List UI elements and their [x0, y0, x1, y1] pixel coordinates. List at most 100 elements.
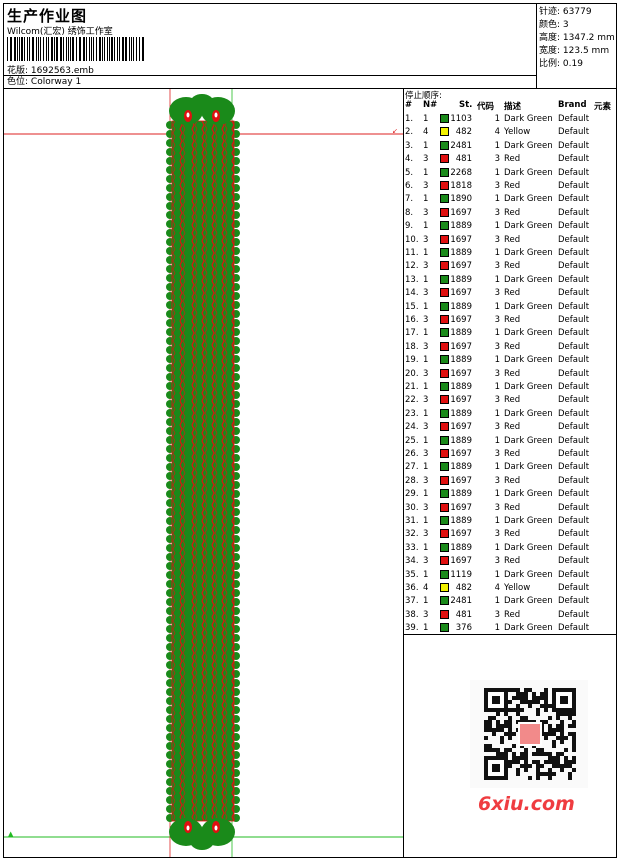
- row-description: Red: [504, 502, 521, 513]
- color-swatch: [440, 449, 449, 458]
- row-description: Red: [504, 207, 521, 218]
- table-row: 18. 3 1697 3 Red Default: [404, 341, 616, 354]
- row-needle: 1: [423, 301, 429, 312]
- row-stitches: 1697: [450, 529, 472, 540]
- row-brand: Default: [558, 154, 590, 165]
- row-code: 1: [494, 221, 500, 232]
- row-index: 14.: [405, 288, 419, 299]
- row-description: Dark Green: [504, 114, 553, 124]
- row-needle: 1: [423, 542, 429, 553]
- row-brand: Default: [558, 167, 590, 178]
- row-description: Dark Green: [504, 489, 553, 500]
- row-needle: 3: [423, 449, 429, 459]
- production-worksheet: 生产作业图 Wilcom(汇宏) 绣饰工作室 花版: 1692563.emb 色…: [3, 3, 617, 858]
- table-row: 30. 3 1697 3 Red Default: [404, 502, 616, 515]
- row-description: Red: [504, 475, 521, 486]
- table-row: 2. 4 482 4 Yellow Default: [404, 126, 616, 139]
- color-swatch: [440, 368, 449, 378]
- row-brand: Default: [558, 194, 590, 205]
- row-description: Red: [504, 315, 521, 325]
- row-code: 3: [494, 475, 500, 486]
- color-swatch: [440, 382, 449, 391]
- row-description: Red: [504, 261, 521, 272]
- row-index: 21.: [405, 382, 419, 392]
- color-swatch: [440, 274, 449, 284]
- row-index: 36.: [405, 583, 419, 593]
- color-swatch: [440, 475, 449, 485]
- row-stitches: 1889: [450, 301, 472, 312]
- row-code: 1: [494, 542, 500, 553]
- row-index: 6.: [405, 181, 414, 191]
- row-code: 1: [494, 140, 500, 151]
- row-needle: 3: [423, 556, 429, 567]
- row-brand: Default: [558, 583, 590, 593]
- row-index: 37.: [405, 596, 419, 607]
- row-index: 38.: [405, 609, 419, 620]
- row-brand: Default: [558, 341, 590, 352]
- row-code: 3: [494, 315, 500, 325]
- row-code: 1: [494, 569, 500, 580]
- row-stitches: 2268: [450, 167, 472, 178]
- color-swatch: [440, 408, 449, 418]
- row-index: 16.: [405, 315, 419, 325]
- watermark-logo: 6xiu.com: [478, 793, 575, 815]
- row-brand: Default: [558, 248, 590, 258]
- row-index: 11.: [405, 248, 419, 258]
- row-code: 1: [494, 114, 500, 124]
- row-index: 27.: [405, 462, 419, 473]
- row-brand: Default: [558, 395, 590, 406]
- table-row: 35. 1 1119 1 Dark Green Default: [404, 569, 616, 582]
- row-brand: Default: [558, 542, 590, 553]
- header-panel: 生产作业图 Wilcom(汇宏) 绣饰工作室 花版: 1692563.emb 色…: [4, 4, 537, 89]
- row-code: 3: [494, 368, 500, 379]
- row-needle: 3: [423, 154, 429, 165]
- col-code: 代码: [477, 102, 495, 112]
- row-code: 3: [494, 395, 500, 406]
- row-needle: 1: [423, 489, 429, 500]
- row-index: 20.: [405, 368, 419, 379]
- table-row: 37. 1 2481 1 Dark Green Default: [404, 595, 616, 608]
- row-index: 26.: [405, 449, 419, 459]
- row-stitches: 1697: [450, 395, 472, 406]
- row-stitches: 1889: [450, 355, 472, 366]
- color-swatch: [440, 207, 449, 217]
- row-stitches: 481: [455, 609, 472, 620]
- row-stitches: 1889: [450, 542, 472, 553]
- color-swatch: [440, 167, 449, 177]
- row-stitches: 481: [455, 154, 472, 165]
- table-row: 5. 1 2268 1 Dark Green Default: [404, 167, 616, 180]
- row-index: 30.: [405, 502, 419, 513]
- row-stitches: 2481: [450, 596, 472, 607]
- table-row: 33. 1 1889 1 Dark Green Default: [404, 542, 616, 555]
- row-code: 3: [494, 556, 500, 567]
- row-needle: 1: [423, 516, 429, 526]
- row-brand: Default: [558, 516, 590, 526]
- row-needle: 1: [423, 167, 429, 178]
- table-row: 13. 1 1889 1 Dark Green Default: [404, 274, 616, 287]
- row-code: 1: [494, 274, 500, 285]
- row-index: 28.: [405, 475, 419, 486]
- row-needle: 1: [423, 114, 429, 124]
- row-stitches: 1889: [450, 435, 472, 446]
- row-index: 17.: [405, 328, 419, 339]
- row-needle: 3: [423, 609, 429, 620]
- row-stitches: 1889: [450, 248, 472, 258]
- row-needle: 1: [423, 623, 429, 634]
- row-brand: Default: [558, 127, 590, 138]
- info-scale: 比例: 0.19: [539, 59, 583, 69]
- row-index: 15.: [405, 301, 419, 312]
- row-description: Dark Green: [504, 355, 553, 366]
- col-brand: Brand: [558, 100, 587, 110]
- row-stitches: 1889: [450, 382, 472, 392]
- row-code: 3: [494, 422, 500, 433]
- row-stitches: 1697: [450, 341, 472, 352]
- row-stitches: 1889: [450, 328, 472, 339]
- row-code: 4: [494, 127, 500, 138]
- row-description: Dark Green: [504, 462, 553, 473]
- design-file-line: 花版: 1692563.emb: [7, 63, 94, 76]
- row-index: 8.: [405, 207, 414, 218]
- color-swatch: [440, 542, 449, 552]
- table-row: 25. 1 1889 1 Dark Green Default: [404, 435, 616, 448]
- row-brand: Default: [558, 261, 590, 272]
- row-brand: Default: [558, 435, 590, 446]
